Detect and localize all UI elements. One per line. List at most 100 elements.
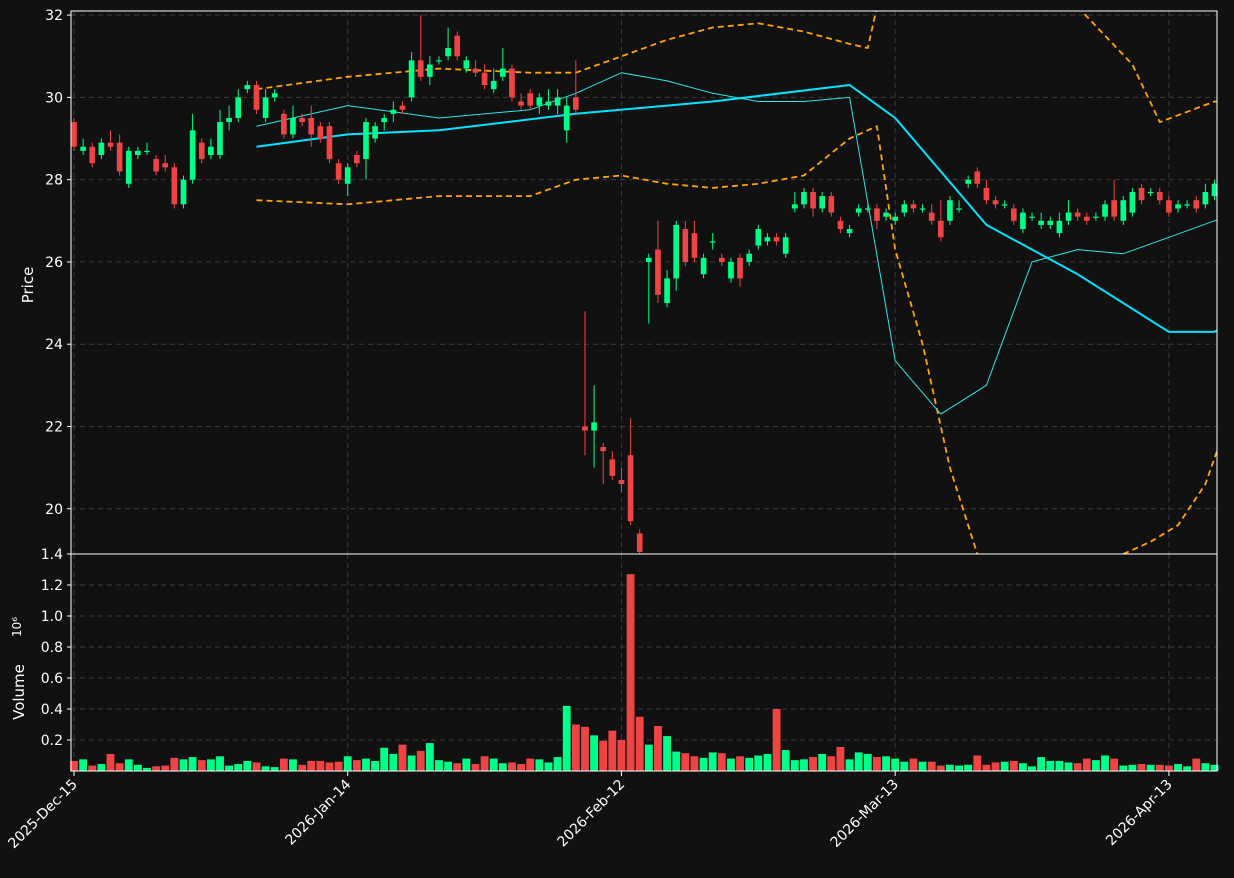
candle-body — [117, 143, 123, 172]
volume-bar — [253, 762, 261, 771]
volume-bar — [508, 762, 516, 771]
price-tick-label: 26 — [45, 255, 63, 271]
candle-body — [911, 204, 917, 208]
volume-bar — [910, 759, 918, 771]
volume-bar — [727, 759, 735, 771]
candle-body — [272, 93, 278, 97]
candle-body — [619, 480, 625, 484]
candle-body — [938, 221, 944, 237]
candle-body — [1111, 200, 1117, 216]
candle-body — [692, 233, 698, 258]
volume-bar — [417, 751, 425, 771]
candle-body — [609, 459, 615, 475]
volume-bar — [517, 764, 525, 771]
volume-bar — [654, 726, 662, 771]
candle — [181, 176, 187, 209]
volume-bar — [709, 752, 717, 771]
candle-body — [454, 36, 460, 57]
candle-body — [655, 250, 661, 295]
volume-bar — [545, 762, 553, 771]
candle-body — [391, 110, 397, 114]
volume-bar — [645, 745, 653, 771]
volume-bar — [134, 765, 142, 771]
candle-body — [865, 208, 871, 209]
volume-bar — [1138, 764, 1146, 771]
volume-bar — [718, 753, 726, 771]
candle-body — [153, 159, 159, 171]
volume-bar — [773, 709, 781, 771]
volume-bar — [88, 766, 96, 771]
candle-body — [299, 118, 305, 122]
candle-body — [281, 114, 287, 135]
candle-body — [199, 143, 205, 159]
volume-bar — [590, 735, 598, 771]
candle — [281, 110, 287, 139]
candle-body — [336, 163, 342, 179]
volume-bar — [855, 752, 863, 771]
volume-bar — [1028, 766, 1036, 771]
price-tick-label: 30 — [45, 90, 63, 106]
candle-body — [646, 258, 652, 262]
candle-body — [892, 217, 898, 221]
candle-body — [874, 208, 880, 220]
volume-bar — [928, 762, 936, 771]
candle-body — [482, 73, 488, 85]
candle-body — [701, 258, 707, 274]
volume-bar — [116, 763, 124, 771]
candle-body — [673, 225, 679, 278]
candle-body — [208, 147, 214, 155]
candle-body — [564, 106, 570, 131]
candle-body — [783, 237, 789, 253]
candle — [454, 32, 460, 61]
candle-body — [600, 447, 606, 451]
volume-tick-label: 1.0 — [41, 609, 63, 625]
candle-body — [765, 237, 771, 241]
volume-bar — [1074, 763, 1082, 771]
volume-bar — [161, 766, 169, 771]
volume-bar — [97, 764, 105, 771]
volume-bar — [572, 725, 580, 772]
candle-body — [327, 126, 333, 159]
volume-bar — [1110, 759, 1118, 771]
candle-body — [354, 155, 360, 163]
candle-body — [99, 143, 105, 155]
candle-body — [263, 97, 269, 118]
candle-body — [445, 48, 451, 56]
candle-body — [965, 180, 971, 184]
volume-bar — [672, 752, 680, 771]
volume-bar — [472, 764, 480, 771]
volume-bar — [563, 706, 571, 771]
volume-bar — [681, 753, 689, 771]
volume-bar — [243, 761, 251, 771]
candle-body — [1130, 192, 1136, 213]
candle-body — [235, 97, 241, 118]
candle-body — [1020, 213, 1026, 229]
candle-body — [318, 126, 324, 138]
volume-tick-label: 0.6 — [41, 671, 63, 687]
candle-body — [181, 180, 187, 205]
volume-bar — [846, 759, 854, 771]
volume-bar — [280, 759, 288, 771]
candle-body — [363, 122, 369, 159]
candle-body — [162, 163, 168, 167]
candle-body — [792, 204, 798, 208]
candle-body — [710, 241, 716, 242]
candle-body — [290, 118, 296, 134]
volume-bar — [1055, 761, 1063, 771]
volume-bar — [827, 756, 835, 771]
candle-body — [984, 188, 990, 200]
volume-bar — [800, 759, 808, 771]
volume-bar — [636, 717, 644, 771]
volume-bar — [526, 759, 534, 771]
volume-bar — [919, 762, 927, 771]
candle-body — [1139, 188, 1145, 200]
candle-body — [1175, 204, 1181, 208]
volume-bar — [344, 756, 352, 771]
volume-tick-label: 1.2 — [41, 578, 63, 594]
volume-bar — [982, 765, 990, 771]
candle-body — [254, 85, 260, 110]
candle-body — [883, 213, 889, 217]
candle-body — [1148, 192, 1154, 193]
